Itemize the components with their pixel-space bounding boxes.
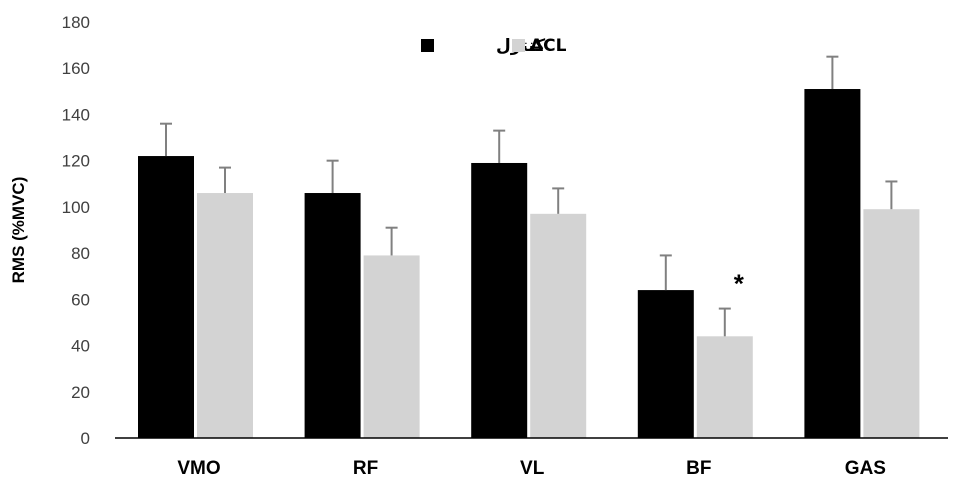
category-label-bf: BF (686, 458, 711, 479)
category-label-vl: VL (520, 458, 545, 479)
y-tick-label: 80 (71, 244, 90, 263)
y-tick-label: 60 (71, 290, 90, 309)
legend: کنترلACL (421, 36, 567, 56)
category-label-gas: GAS (845, 458, 886, 479)
y-tick-label: 160 (62, 59, 90, 78)
y-tick-label: 20 (71, 383, 90, 402)
category-label-rf: RF (353, 458, 378, 479)
bars (138, 89, 920, 439)
category-label-vmo: VMO (177, 458, 220, 479)
y-tick-label: 100 (62, 198, 90, 217)
bar-vl-control (471, 162, 528, 438)
bar-vl-acl (530, 213, 587, 438)
legend-label-acl: ACL (530, 36, 567, 56)
y-axis-title: RMS (%MVC) (9, 177, 28, 284)
bar-rf-acl (363, 255, 420, 438)
legend-swatch-acl (512, 39, 525, 52)
y-tick-label: 0 (81, 429, 90, 448)
y-tick-label: 120 (62, 152, 90, 171)
category-labels: VMO RF VL BF GAS (177, 458, 886, 479)
bar-bf-control (637, 290, 694, 438)
bar-rf-control (304, 193, 361, 438)
y-axis-ticks: 0 20 40 60 80 100 120 140 160 180 (62, 13, 90, 448)
legend-swatch-control (421, 39, 434, 52)
bar-vmo-acl (197, 193, 253, 438)
bar-vmo-control (138, 156, 194, 439)
bar-bf-acl (696, 336, 753, 438)
significance-asterisk: * (734, 269, 745, 299)
y-tick-label: 40 (71, 337, 90, 356)
bar-gas-control (804, 89, 861, 439)
annotations: * (734, 269, 745, 299)
y-tick-label: 180 (62, 13, 90, 32)
error-bars (160, 55, 898, 337)
bar-gas-acl (863, 209, 920, 438)
y-tick-label: 140 (62, 105, 90, 124)
